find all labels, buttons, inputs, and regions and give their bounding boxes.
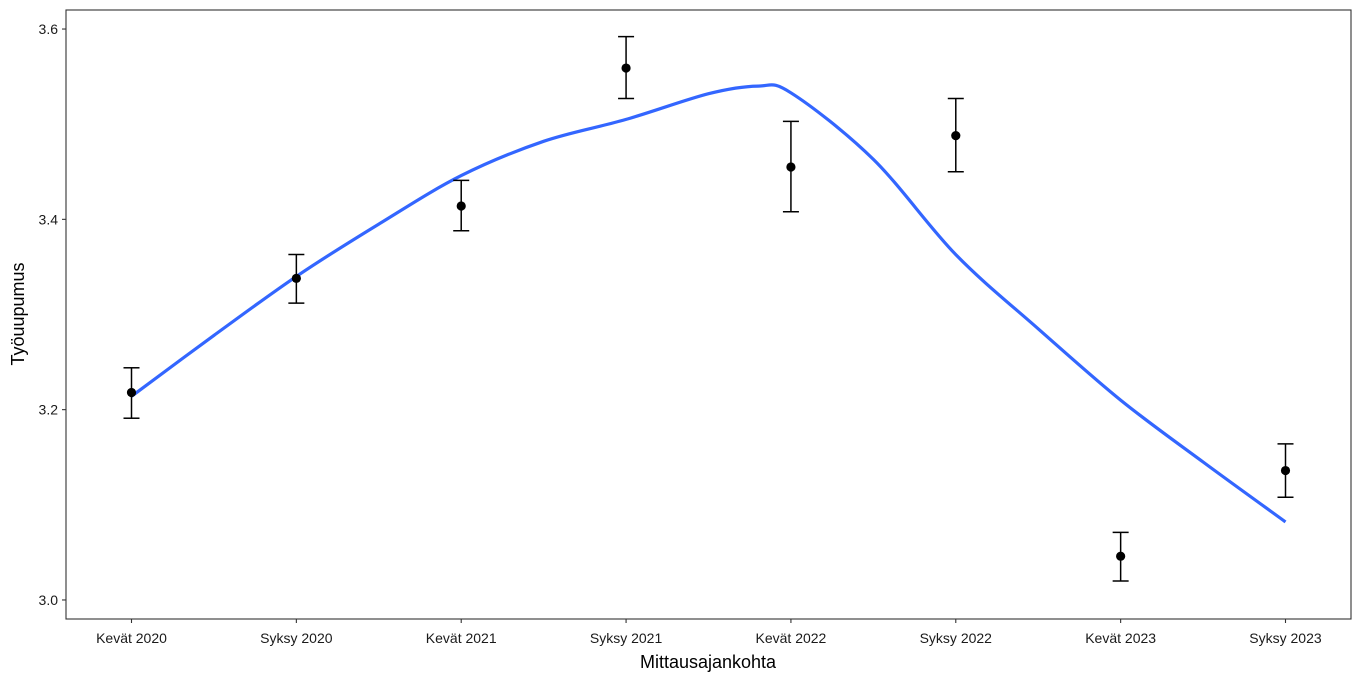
x-axis-title: Mittausajankohta: [640, 652, 777, 672]
panel-border: [65, 9, 1352, 620]
data-point: [456, 201, 466, 211]
x-tick-label: Kevät 2021: [426, 630, 497, 646]
data-points: [126, 63, 1291, 561]
x-tick-label: Kevät 2023: [1085, 630, 1156, 646]
data-point: [291, 273, 301, 283]
x-tick-label: Kevät 2020: [96, 630, 167, 646]
x-tick-label: Kevät 2022: [756, 630, 827, 646]
x-tick-label: Syksy 2022: [920, 630, 993, 646]
y-tick-label: 3.4: [39, 211, 59, 227]
y-axis-title: Työuupumus: [8, 262, 28, 365]
error-bars: [123, 35, 1294, 582]
y-tick-label: 3.6: [39, 21, 59, 37]
x-axis: Kevät 2020 Syksy 2020 Kevät 2021 Syksy 2021…: [96, 619, 1322, 646]
data-point: [126, 387, 137, 398]
y-axis: 3.0 3.2 3.4 3.6: [39, 21, 66, 608]
x-tick-label: Syksy 2023: [1249, 630, 1322, 646]
x-tick-label: Syksy 2020: [260, 630, 333, 646]
data-point: [786, 162, 796, 172]
y-tick-label: 3.0: [39, 592, 59, 608]
smooth-trend-line: [130, 83, 1287, 524]
data-point: [621, 63, 631, 73]
y-tick-label: 3.2: [39, 402, 59, 418]
data-point: [1116, 551, 1126, 561]
data-point: [951, 131, 961, 141]
x-tick-label: Syksy 2021: [590, 630, 663, 646]
data-point: [1280, 465, 1291, 476]
